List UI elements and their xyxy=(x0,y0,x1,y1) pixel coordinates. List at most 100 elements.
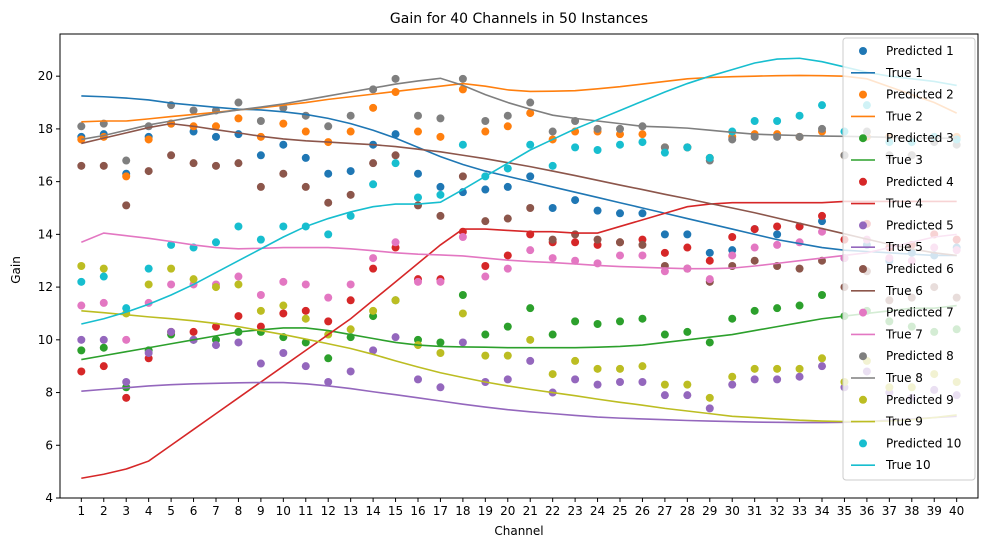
predicted-6-point xyxy=(414,201,422,210)
true-2-line xyxy=(81,74,958,123)
predicted-2-point xyxy=(144,135,153,144)
predicted-8-point xyxy=(77,122,86,131)
predicted-10-point xyxy=(391,159,400,168)
predicted-6-point xyxy=(481,217,490,226)
predicted-7-point xyxy=(167,280,176,289)
y-tick-label: 16 xyxy=(38,175,53,189)
x-tick-label: 35 xyxy=(837,504,852,518)
legend-marker xyxy=(859,395,867,404)
legend-label: True 2 xyxy=(885,109,923,123)
predicted-7-point xyxy=(481,272,490,281)
predicted-1-point xyxy=(683,230,692,239)
predicted-7-point xyxy=(773,240,782,249)
y-tick-label: 18 xyxy=(38,122,53,136)
predicted-8-point xyxy=(122,156,131,165)
predicted-3-point xyxy=(526,304,535,313)
predicted-10-point xyxy=(122,304,131,313)
predicted-7-point xyxy=(616,251,624,260)
predicted-7-point xyxy=(503,264,512,273)
legend-marker xyxy=(859,177,867,186)
legend-label: Predicted 10 xyxy=(886,436,961,450)
predicted-10-point xyxy=(234,222,243,231)
predicted-5-point xyxy=(324,378,333,386)
predicted-10-point xyxy=(773,117,782,125)
predicted-3-point xyxy=(728,314,737,323)
predicted-10-point xyxy=(638,138,647,147)
predicted-9-point xyxy=(144,280,153,289)
y-tick-label: 20 xyxy=(38,69,53,83)
predicted-4-point xyxy=(369,264,378,273)
predicted-9-point xyxy=(391,296,400,305)
y-tick-label: 14 xyxy=(38,227,53,241)
predicted-8-point xyxy=(616,124,624,133)
predicted-1-point xyxy=(571,196,580,205)
predicted-6-point xyxy=(391,151,400,160)
x-tick-label: 34 xyxy=(814,504,829,518)
true-10-line xyxy=(81,57,957,325)
predicted-8-point xyxy=(369,85,378,94)
predicted-1-point xyxy=(211,132,220,141)
predicted-2-point xyxy=(458,85,467,94)
predicted-8-point xyxy=(458,74,467,83)
predicted-7-point xyxy=(414,277,422,286)
predicted-9-point xyxy=(526,335,535,344)
predicted-8-point xyxy=(234,98,243,107)
x-tick-label: 29 xyxy=(702,504,717,518)
predicted-3-point xyxy=(548,330,557,339)
predicted-10-point xyxy=(660,148,669,157)
predicted-2-point xyxy=(369,103,378,112)
x-tick-label: 14 xyxy=(365,504,380,518)
predicted-10-point xyxy=(593,146,602,154)
predicted-4-point xyxy=(705,256,714,265)
predicted-10-point xyxy=(795,111,804,120)
y-axis-label: Gain xyxy=(9,256,23,284)
x-tick-label: 25 xyxy=(612,504,627,518)
predicted-7-point xyxy=(571,256,580,265)
true-7-line xyxy=(81,232,957,270)
predicted-6-point xyxy=(256,182,265,191)
predicted-4-point xyxy=(660,248,669,257)
predicted-10-point xyxy=(324,230,333,239)
predicted-3-point xyxy=(638,314,647,323)
predicted-3-point xyxy=(705,338,714,347)
predicted-4-point xyxy=(122,393,131,402)
predicted-1-point xyxy=(773,230,782,239)
x-tick-label: 28 xyxy=(680,504,695,518)
predicted-5-point xyxy=(346,367,355,376)
predicted-7-point xyxy=(750,243,759,252)
predicted-9-point xyxy=(683,380,692,389)
predicted-8-point xyxy=(324,122,333,131)
predicted-3-point xyxy=(660,330,669,339)
predicted-9-point xyxy=(346,325,355,334)
predicted-6-point xyxy=(144,167,153,176)
predicted-6-point xyxy=(301,182,310,191)
predicted-7-point xyxy=(728,251,737,260)
predicted-5-point xyxy=(818,362,827,371)
predicted-7-point xyxy=(324,293,333,302)
predicted-6-point xyxy=(436,211,445,220)
predicted-5-point xyxy=(122,378,131,386)
x-tick-label: 2 xyxy=(100,504,108,518)
predicted-9-point xyxy=(728,372,737,381)
predicted-5-point xyxy=(660,391,669,400)
predicted-8-point xyxy=(728,135,737,144)
x-tick-label: 27 xyxy=(657,504,672,518)
predicted-5-point xyxy=(77,335,86,344)
x-tick-label: 22 xyxy=(545,504,560,518)
x-tick-label: 11 xyxy=(298,504,313,518)
predicted-7-point xyxy=(234,272,243,281)
plot-frame xyxy=(59,33,979,499)
predicted-4-point xyxy=(481,262,490,270)
predicted-6-point xyxy=(795,264,804,273)
predicted-7-point xyxy=(526,246,535,255)
predicted-8-point xyxy=(436,114,445,123)
predicted-4-point xyxy=(279,309,288,318)
predicted-5-point xyxy=(728,380,737,389)
predicted-9-point xyxy=(773,364,782,373)
predicted-6-point xyxy=(369,159,378,168)
predicted-5-point xyxy=(571,375,580,384)
predicted-2-point xyxy=(638,130,647,139)
predicted-3-point xyxy=(99,343,108,352)
